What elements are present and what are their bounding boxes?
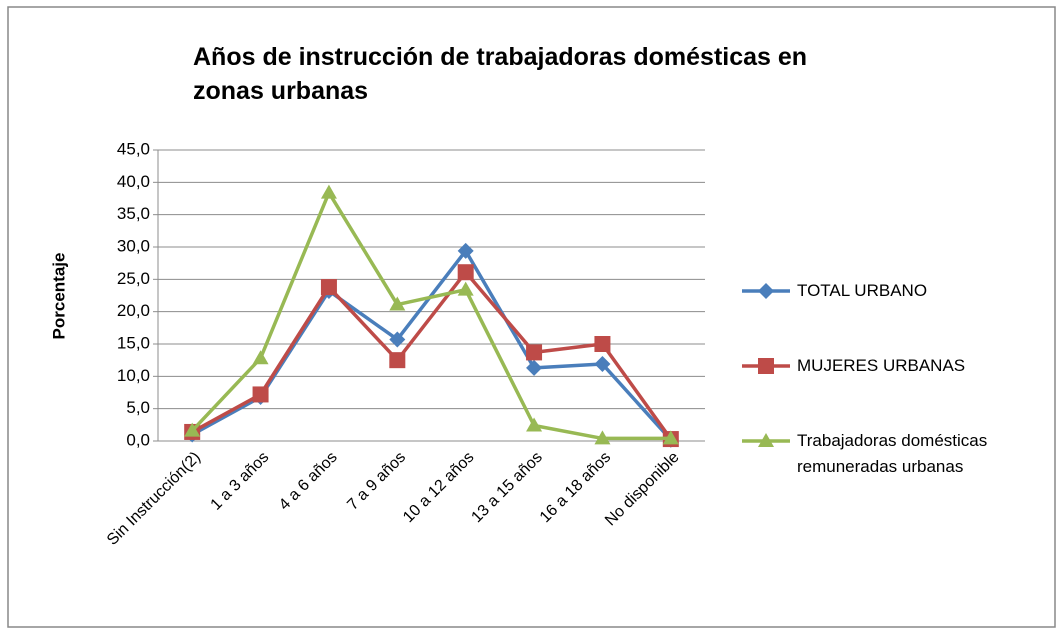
y-tick-label: 0,0: [126, 430, 150, 449]
legend-label: Trabajadoras domésticas remuneradas urba…: [797, 431, 988, 476]
y-tick-label: 15,0: [117, 333, 150, 352]
data-point: [526, 344, 543, 361]
legend-marker: [758, 283, 774, 299]
data-point: [389, 352, 406, 369]
y-axis-label: Porcentaje: [49, 253, 68, 340]
legend-label: MUJERES URBANAS: [797, 356, 966, 375]
data-point: [457, 281, 474, 296]
data-point: [252, 350, 269, 365]
data-point: [320, 279, 337, 296]
y-tick-label: 45,0: [117, 139, 150, 158]
data-point: [457, 242, 474, 259]
legend-label: TOTAL URBANO: [797, 281, 928, 300]
legend-marker: [758, 358, 774, 374]
data-point: [594, 336, 611, 352]
data-point: [320, 184, 337, 199]
y-tick-label: 25,0: [117, 269, 150, 288]
y-tick-label: 10,0: [117, 366, 150, 385]
y-tick-label: 20,0: [117, 301, 150, 320]
y-tick-label: 40,0: [117, 172, 150, 191]
legend-marker: [758, 433, 774, 447]
data-point: [389, 331, 406, 348]
y-tick-label: 30,0: [117, 236, 150, 255]
data-point: [252, 386, 269, 403]
data-point: [594, 430, 611, 445]
chart-title: Años de instrucción de trabajadoras domé…: [193, 43, 808, 105]
data-point: [662, 430, 679, 445]
data-point: [594, 356, 611, 373]
series-line: [191, 270, 673, 441]
data-point: [457, 264, 474, 281]
series-line: [190, 190, 671, 441]
data-point: [184, 422, 201, 437]
data-point: [526, 417, 543, 432]
chart-border: [7, 6, 1056, 628]
data-point: [526, 359, 543, 376]
y-tick-label: 5,0: [126, 398, 150, 417]
data-point: [389, 296, 406, 311]
y-tick-label: 35,0: [117, 204, 150, 223]
